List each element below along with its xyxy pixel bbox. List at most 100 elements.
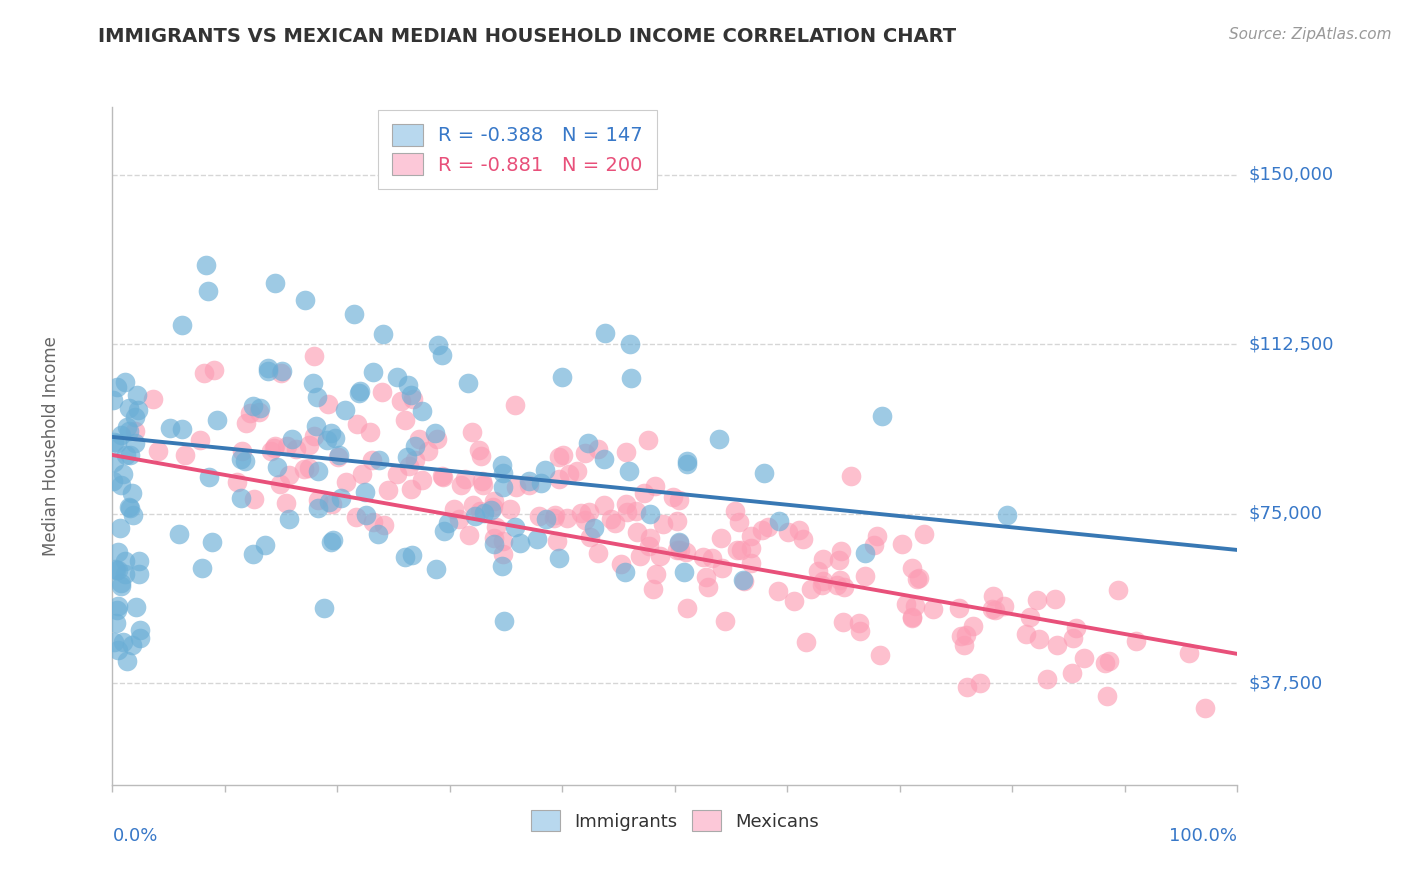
Point xyxy=(432,469,454,483)
Point xyxy=(322,533,344,548)
Point xyxy=(485,520,508,534)
Point xyxy=(479,503,502,517)
Point xyxy=(114,375,136,389)
Point xyxy=(124,436,146,450)
Point xyxy=(319,425,342,440)
Point xyxy=(588,546,610,560)
Point xyxy=(121,638,143,652)
Point xyxy=(361,364,384,378)
Point xyxy=(470,504,492,518)
Point xyxy=(900,610,922,624)
Point xyxy=(249,401,271,416)
Point xyxy=(368,452,391,467)
Point xyxy=(121,485,143,500)
Point xyxy=(425,425,447,440)
Point xyxy=(492,480,515,494)
Point xyxy=(641,582,664,597)
Point xyxy=(432,348,454,362)
Point xyxy=(783,594,806,608)
Point xyxy=(710,560,733,574)
Point xyxy=(813,552,835,566)
Point xyxy=(125,600,148,615)
Point xyxy=(229,451,252,466)
Point xyxy=(411,404,433,418)
Point xyxy=(1177,647,1199,661)
Point xyxy=(354,508,377,523)
Point xyxy=(543,511,565,525)
Point xyxy=(980,602,1002,616)
Point xyxy=(848,615,870,630)
Point xyxy=(169,527,191,541)
Point xyxy=(263,441,285,455)
Point xyxy=(714,614,737,628)
Point xyxy=(669,543,692,558)
Point xyxy=(335,475,357,490)
Point xyxy=(399,482,422,496)
Point xyxy=(198,469,221,483)
Point xyxy=(115,654,138,668)
Point xyxy=(191,561,214,575)
Point xyxy=(323,431,346,445)
Point xyxy=(276,496,298,510)
Point xyxy=(787,523,810,537)
Point xyxy=(450,478,472,492)
Point xyxy=(285,442,308,457)
Point xyxy=(454,472,477,486)
Point xyxy=(551,369,574,384)
Point xyxy=(1036,672,1059,686)
Text: IMMIGRANTS VS MEXICAN MEDIAN HOUSEHOLD INCOME CORRELATION CHART: IMMIGRANTS VS MEXICAN MEDIAN HOUSEHOLD I… xyxy=(98,27,956,45)
Point xyxy=(103,635,125,649)
Point xyxy=(962,619,984,633)
Point xyxy=(385,467,408,481)
Point xyxy=(263,439,285,453)
Point xyxy=(316,396,339,410)
Point xyxy=(188,433,211,447)
Point xyxy=(740,529,762,543)
Point xyxy=(107,563,129,577)
Point xyxy=(630,549,652,564)
Point xyxy=(509,536,531,550)
Point xyxy=(1098,654,1121,668)
Point xyxy=(242,547,264,561)
Point xyxy=(672,565,695,579)
Point xyxy=(115,420,138,434)
Point xyxy=(247,405,270,419)
Point xyxy=(193,366,215,380)
Point xyxy=(271,364,294,378)
Point xyxy=(1073,651,1095,665)
Point xyxy=(626,524,648,539)
Point xyxy=(505,480,527,494)
Point xyxy=(110,427,132,442)
Point xyxy=(891,537,914,551)
Point xyxy=(105,615,128,630)
Point xyxy=(724,504,747,518)
Point xyxy=(905,573,928,587)
Point xyxy=(471,474,494,488)
Point xyxy=(426,338,449,352)
Point xyxy=(118,500,141,515)
Point xyxy=(579,530,602,544)
Point xyxy=(503,398,526,412)
Point xyxy=(314,601,336,615)
Point xyxy=(949,629,972,643)
Point xyxy=(231,443,253,458)
Point xyxy=(617,464,640,478)
Point xyxy=(460,425,482,439)
Point xyxy=(105,436,128,450)
Point xyxy=(276,440,298,454)
Text: 0.0%: 0.0% xyxy=(112,827,157,845)
Point xyxy=(1107,582,1129,597)
Point xyxy=(360,453,382,467)
Point xyxy=(404,453,426,467)
Point xyxy=(447,512,470,526)
Point xyxy=(387,370,409,384)
Point xyxy=(810,578,832,592)
Point xyxy=(103,475,125,489)
Text: $37,500: $37,500 xyxy=(1249,674,1323,692)
Point xyxy=(401,549,423,563)
Point xyxy=(395,450,418,465)
Point xyxy=(472,506,495,520)
Point xyxy=(576,436,599,450)
Point xyxy=(870,409,893,423)
Point xyxy=(530,476,553,491)
